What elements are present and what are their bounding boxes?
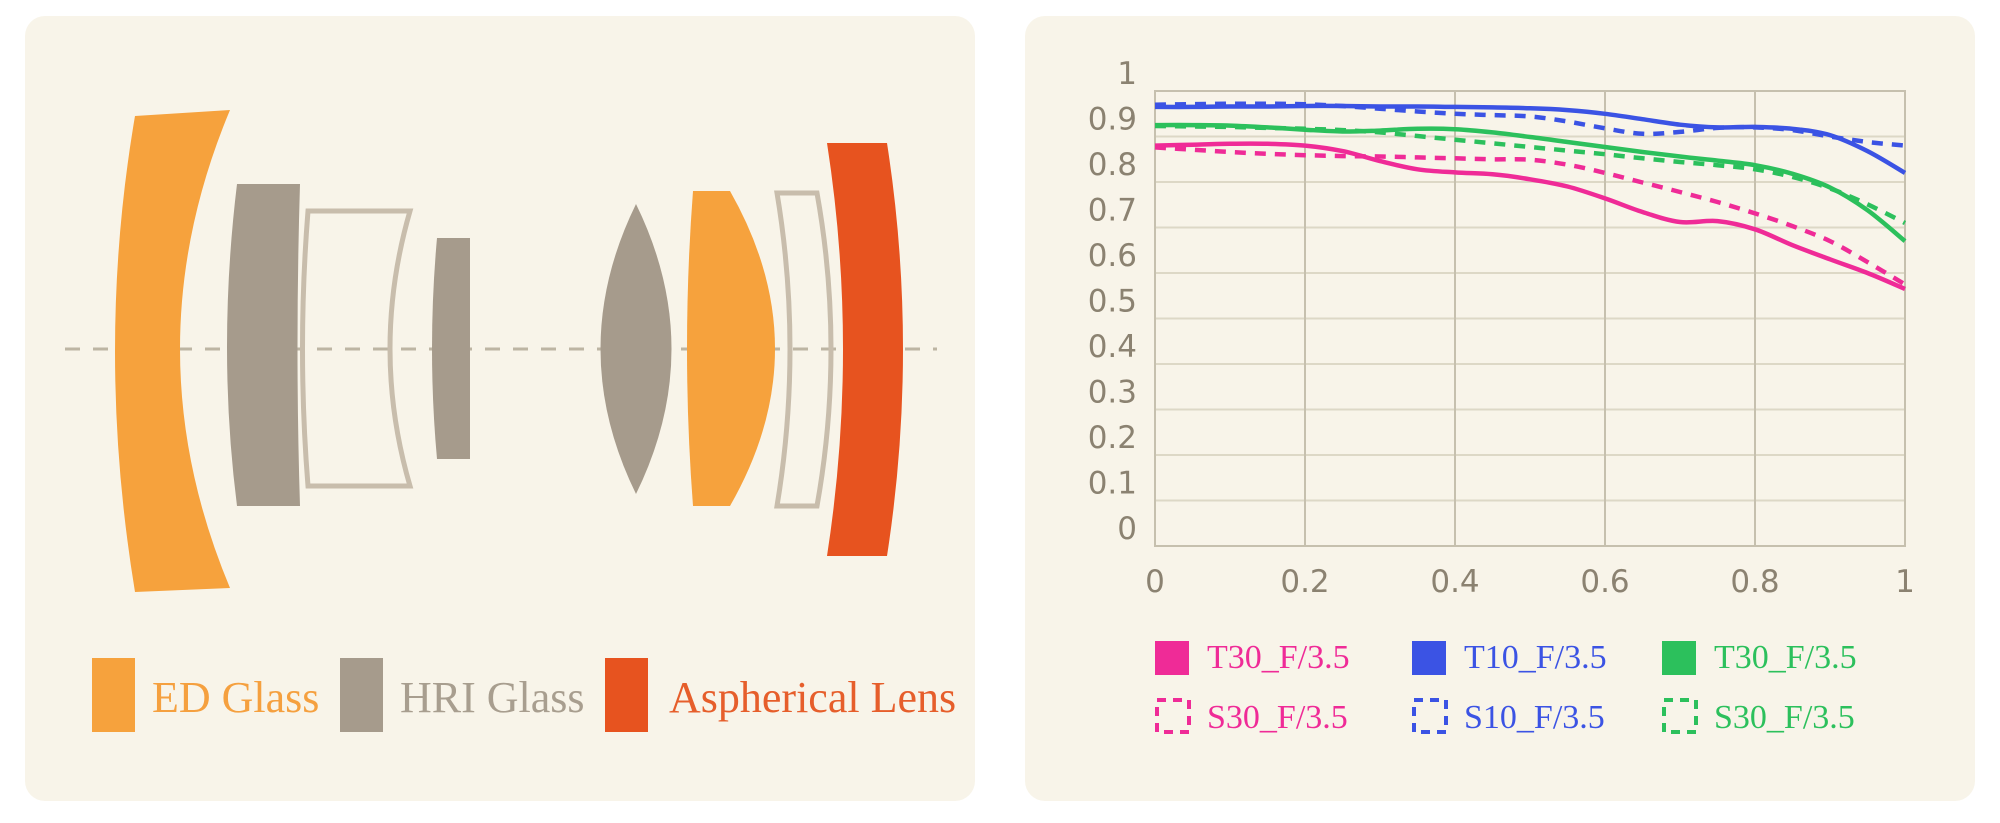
y-tick-label: 0.3 [1088,375,1137,411]
s30-green-swatch [1662,698,1698,734]
hri-glass-label: HRI Glass [400,673,585,722]
s10-blue-label: S10_F/3.5 [1464,699,1605,736]
t30-pink-label: T30_F/3.5 [1207,639,1350,676]
t30-pink-swatch [1155,641,1189,675]
legend-item-hri-glass: HRI Glass [340,658,585,732]
t30-green-swatch [1662,641,1696,675]
s10-blue-swatch [1412,698,1448,734]
x-tick-label: 0.2 [1280,564,1329,600]
t10-blue-label: T10_F/3.5 [1464,639,1607,676]
lens-element-outline-1 [300,208,414,489]
plot-border [1154,90,1906,547]
lens-diagram: ED Glass HRI Glass Aspherical Lens [25,16,975,801]
y-tick-label: 0.6 [1088,238,1137,274]
chart-plot-area: 0 0.1 0.2 0.3 0.4 0.5 0.6 0.7 0.8 0.9 1 0 0.2 0.4 0.6 0… [1088,56,1915,600]
t10-blue-swatch [1412,641,1446,675]
y-tick-label: 0.9 [1088,102,1137,138]
lens-element-outline-2 [774,190,834,509]
legend-item-s10-blue: S10_F/3.5 [1412,698,1605,736]
y-tick-label: 1 [1117,56,1137,92]
legend-item-aspherical-lens: Aspherical Lens [605,658,956,732]
x-tick-label: 0.8 [1730,564,1779,600]
chart-legend: T30_F/3.5 T10_F/3.5 T30_F/3.5 S30_F/3.5 [1155,639,1857,736]
legend-item-ed-glass: ED Glass [92,658,319,732]
legend-item-s30-pink: S30_F/3.5 [1155,698,1348,736]
lens-element-aspherical [827,143,903,556]
y-tick-label: 0.7 [1088,193,1137,229]
x-tick-label: 0.6 [1580,564,1629,600]
lens-element-hri-3 [600,204,672,494]
lens-diagram-panel: ED Glass HRI Glass Aspherical Lens [25,16,975,801]
aspherical-lens-label: Aspherical Lens [669,673,956,722]
y-tick-label: 0.2 [1088,420,1137,456]
legend-item-t30-green: T30_F/3.5 [1662,639,1857,676]
mtf-chart-panel: 0 0.1 0.2 0.3 0.4 0.5 0.6 0.7 0.8 0.9 1 0 0.2 0.4 0.6 0… [1025,16,1975,801]
t30-green-label: T30_F/3.5 [1714,639,1857,676]
curve-t30-f-3-5-solid [1154,141,1906,291]
curve-s30-f-3-5-dashed [1154,145,1907,287]
y-tick-label: 0 [1117,511,1137,547]
legend-item-s30-green: S30_F/3.5 [1662,698,1855,736]
s30-green-label: S30_F/3.5 [1714,699,1855,736]
x-tick-label: 1 [1895,564,1915,600]
mtf-chart: 0 0.1 0.2 0.3 0.4 0.5 0.6 0.7 0.8 0.9 1 0 0.2 0.4 0.6 0… [1025,16,1975,801]
ed-glass-swatch [92,658,135,732]
x-tick-label: 0 [1145,564,1165,600]
lens-legend: ED Glass HRI Glass Aspherical Lens [92,658,956,732]
ed-glass-label: ED Glass [152,673,319,722]
y-tick-label: 0.4 [1088,329,1137,365]
curve-s30-f-3-5-dashed [1154,123,1907,225]
s30-pink-label: S30_F/3.5 [1207,699,1348,736]
y-tick-label: 0.5 [1088,284,1137,320]
s30-pink-swatch [1155,698,1191,734]
lens-element-hri-2 [432,238,470,459]
legend-item-t30-pink: T30_F/3.5 [1155,639,1350,676]
aspherical-lens-swatch [605,658,648,732]
y-tick-label: 0.1 [1088,466,1137,502]
lens-element-hri-1 [227,184,300,506]
curve-s10-f-3-5-dashed [1154,101,1906,148]
lens-element-ed-rear [687,191,775,506]
y-tick-label: 0.8 [1088,147,1137,183]
lens-element-ed-front [115,110,230,592]
x-tick-label: 0.4 [1430,564,1479,600]
legend-item-t10-blue: T10_F/3.5 [1412,639,1607,676]
hri-glass-swatch [340,658,383,732]
